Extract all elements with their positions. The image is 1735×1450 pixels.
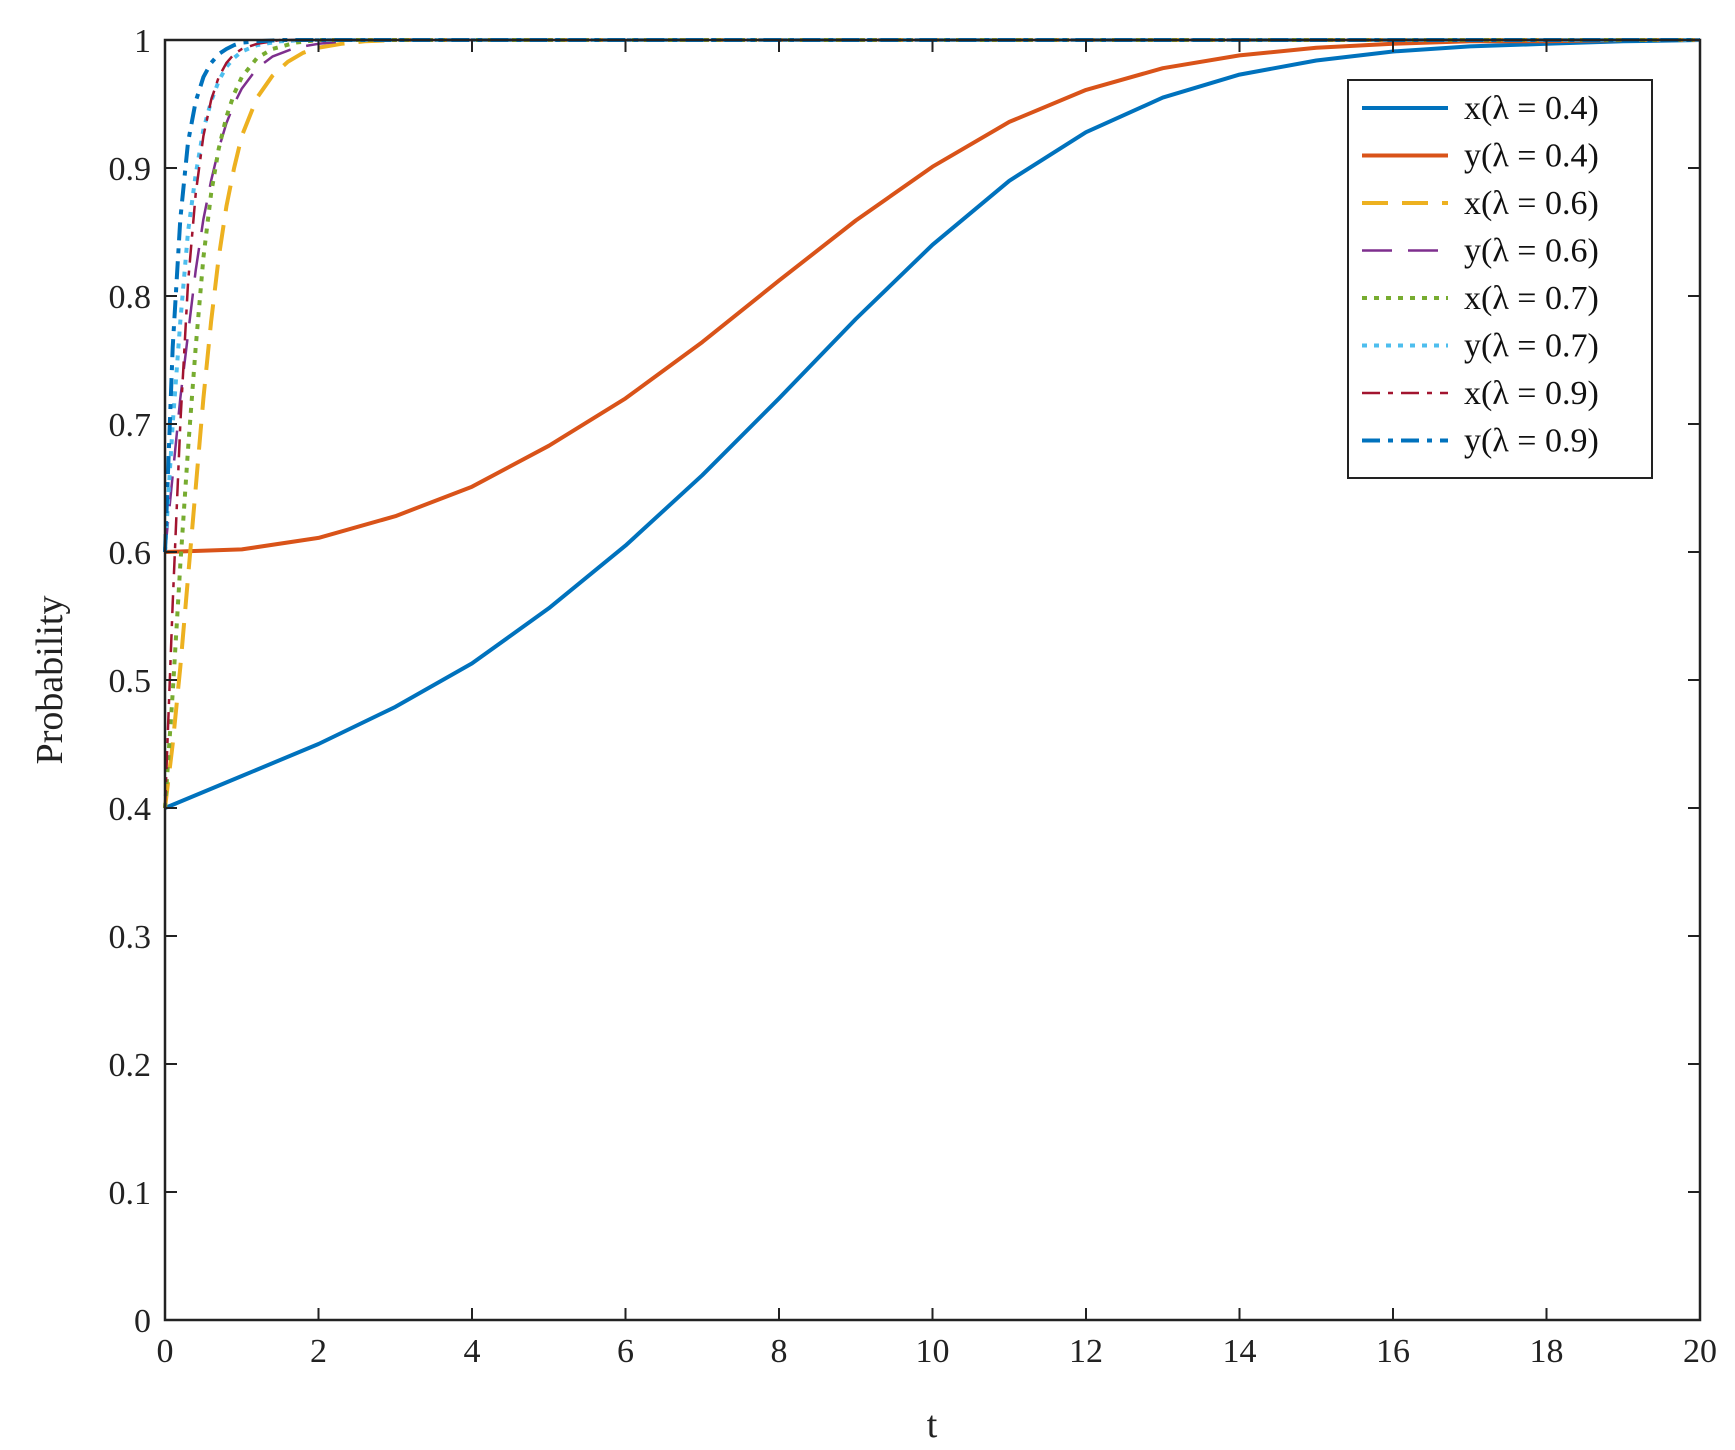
y-tick-label: 0.9 xyxy=(109,151,152,188)
plot-frame xyxy=(163,38,1702,1322)
legend-label: x(λ = 0.6) xyxy=(1464,185,1599,222)
legend-label: y(λ = 0.6) xyxy=(1464,233,1599,270)
y-tick-label: 0.5 xyxy=(109,663,152,700)
x-tick-label: 18 xyxy=(1530,1333,1564,1370)
x-tick-label: 14 xyxy=(1223,1333,1257,1370)
x-tick-label: 4 xyxy=(464,1333,481,1370)
y-tick-label: 0.2 xyxy=(109,1047,152,1084)
y-tick-label: 0.7 xyxy=(109,407,152,444)
x-tick-label: 12 xyxy=(1069,1333,1103,1370)
legend-label: y(λ = 0.7) xyxy=(1464,328,1599,365)
series-line xyxy=(164,38,1700,554)
legend-box xyxy=(1347,79,1653,479)
legend-label: y(λ = 0.9) xyxy=(1464,423,1599,460)
series-line xyxy=(163,38,1700,809)
x-tick-label: 6 xyxy=(617,1333,634,1370)
legend: x(λ = 0.4) y(λ = 0.4) x(λ = 0.6) y(λ = 0.6)… xyxy=(1347,79,1653,479)
y-axis-title: Probability xyxy=(29,596,71,765)
legend-label: y(λ = 0.4) xyxy=(1464,138,1599,175)
series-line xyxy=(163,38,1700,809)
x-tick-label: 8 xyxy=(771,1333,788,1370)
legend-label: x(λ = 0.7) xyxy=(1464,280,1599,317)
x-tick-label: 16 xyxy=(1376,1333,1410,1370)
x-tick-label: 10 xyxy=(916,1333,950,1370)
y-tick-label: 0.1 xyxy=(109,1175,152,1212)
x-axis-title: t xyxy=(927,1404,938,1446)
y-tick-label: 0.6 xyxy=(109,535,152,572)
series-line xyxy=(164,38,1701,810)
y-tick-label: 0.3 xyxy=(109,919,152,956)
series-line xyxy=(163,38,1700,809)
legend-label: x(λ = 0.4) xyxy=(1464,90,1599,127)
series-layer xyxy=(163,38,1701,810)
y-tick-label: 0 xyxy=(134,1303,151,1340)
y-tick-label: 0.8 xyxy=(109,279,152,316)
y-tick-label: 1 xyxy=(134,23,151,60)
y-tick-label: 0.4 xyxy=(109,791,152,828)
ticks-layer: 0 2 4 6 8 10 12 14 16 18 20 0 0.1 0.2 0.3 0.4 0.5 0.6 0.7 0… xyxy=(109,23,1718,1370)
legend-label: x(λ = 0.9) xyxy=(1464,375,1599,412)
x-tick-label: 2 xyxy=(310,1333,327,1370)
x-tick-label: 0 xyxy=(157,1333,174,1370)
x-tick-label: 20 xyxy=(1683,1333,1717,1370)
